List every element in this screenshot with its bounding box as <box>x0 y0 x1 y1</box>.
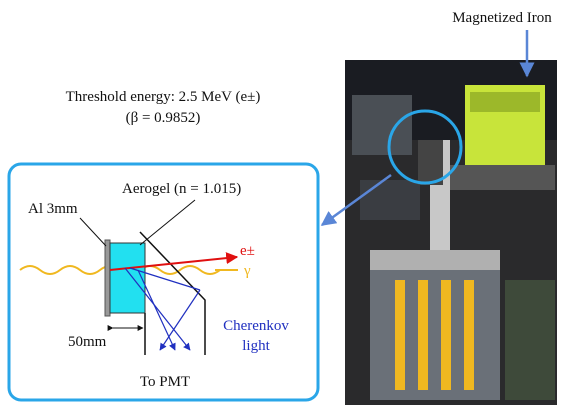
photo <box>345 60 557 405</box>
al-plate <box>105 240 110 316</box>
beta: (β = 0.9852) <box>126 110 201 126</box>
threshold: Threshold energy: 2.5 MeV (e±) <box>66 89 261 105</box>
electron-label: e± <box>240 243 255 259</box>
diagram-box <box>9 164 318 400</box>
cherenkov-label: Cherenkov <box>223 318 289 334</box>
iron-label: Magnetized Iron <box>452 10 552 26</box>
aerogel <box>110 243 145 313</box>
cherenkov-label: light <box>242 338 270 354</box>
thickness-label: 50mm <box>68 334 107 350</box>
gamma-label: γ <box>243 263 251 279</box>
aerogel-label: Aerogel (n = 1.015) <box>122 181 241 197</box>
pmt-label: To PMT <box>140 374 190 390</box>
slide: Magnetized Iron Threshold energy: 2.5 Me… <box>0 0 582 409</box>
al-label: Al 3mm <box>28 201 78 217</box>
